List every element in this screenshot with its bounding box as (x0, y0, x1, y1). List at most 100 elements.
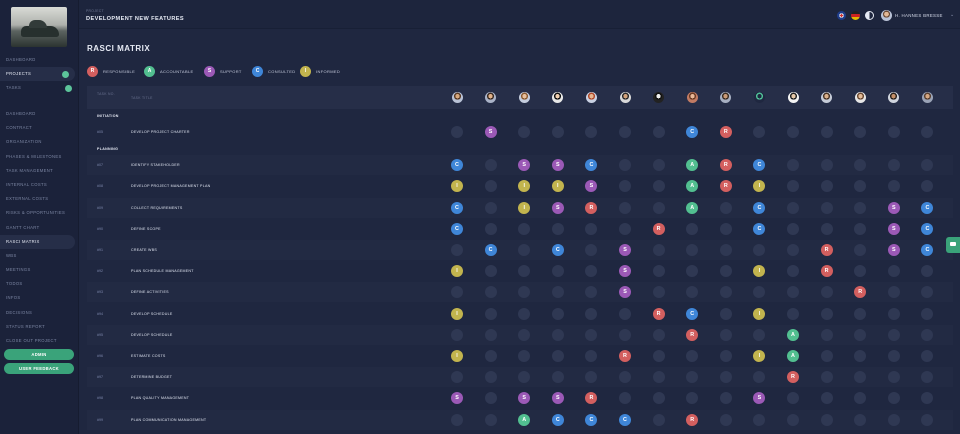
task-number-link[interactable]: #08 (97, 184, 103, 189)
rasci-cell[interactable]: R (719, 159, 732, 172)
rasci-cell[interactable] (921, 265, 934, 278)
user-name[interactable]: H. HANNES BRESSE (895, 13, 943, 18)
rasci-cell[interactable] (652, 413, 665, 426)
rasci-cell[interactable] (551, 328, 564, 341)
rasci-cell[interactable] (820, 126, 833, 138)
sidebar-item-rasci-matrix[interactable]: RASCI MATRIX (0, 234, 75, 249)
team-member-avatar[interactable] (585, 92, 597, 103)
rasci-cell[interactable] (652, 180, 665, 193)
rasci-cell[interactable] (518, 371, 531, 384)
rasci-cell[interactable]: C (753, 222, 766, 235)
rasci-cell[interactable]: R (854, 286, 867, 299)
rasci-cell[interactable]: S (551, 392, 564, 405)
rasci-cell[interactable] (619, 222, 631, 235)
rasci-cell[interactable] (652, 201, 665, 214)
team-member-avatar[interactable] (753, 92, 765, 103)
rasci-cell[interactable] (719, 328, 732, 341)
rasci-cell[interactable] (753, 244, 766, 256)
rasci-cell[interactable] (719, 413, 732, 426)
rasci-cell[interactable] (719, 286, 732, 299)
rasci-cell[interactable] (686, 286, 699, 299)
team-member-avatar[interactable] (552, 92, 564, 103)
rasci-cell[interactable] (787, 413, 799, 426)
rasci-cell[interactable] (854, 180, 867, 193)
rasci-cell[interactable] (787, 286, 799, 299)
rasci-cell[interactable]: A (686, 180, 699, 193)
rasci-cell[interactable]: S (518, 392, 531, 405)
chevron-down-icon[interactable]: ⌄ (950, 12, 955, 18)
rasci-cell[interactable] (551, 371, 564, 384)
sidebar-item-todos[interactable]: TODOS (0, 277, 78, 291)
task-number-link[interactable]: #93 (97, 290, 103, 295)
rasci-cell[interactable] (518, 350, 531, 362)
rasci-cell[interactable] (652, 392, 665, 405)
rasci-cell[interactable]: I (451, 307, 463, 320)
de-flag-icon[interactable] (851, 11, 860, 20)
rasci-cell[interactable] (854, 392, 867, 405)
rasci-cell[interactable]: C (921, 222, 934, 235)
team-member-avatar[interactable] (451, 92, 463, 103)
rasci-cell[interactable] (787, 392, 799, 405)
rasci-cell[interactable]: R (686, 413, 699, 426)
theme-toggle-icon[interactable] (865, 11, 874, 20)
rasci-cell[interactable] (854, 307, 867, 320)
rasci-cell[interactable] (652, 350, 665, 362)
rasci-cell[interactable] (887, 350, 900, 362)
team-member-avatar[interactable] (921, 92, 933, 103)
rasci-cell[interactable]: C (921, 244, 934, 256)
rasci-cell[interactable]: S (887, 201, 900, 214)
rasci-cell[interactable] (887, 126, 900, 138)
rasci-cell[interactable] (820, 350, 833, 362)
team-member-avatar[interactable] (888, 92, 900, 103)
rasci-cell[interactable] (921, 392, 934, 405)
rasci-cell[interactable] (484, 180, 497, 193)
rasci-cell[interactable] (652, 265, 665, 278)
rasci-cell[interactable]: S (619, 286, 631, 299)
rasci-cell[interactable]: R (686, 328, 699, 341)
sidebar-item-dashboard[interactable]: DASHBOARD (0, 107, 78, 121)
rasci-cell[interactable] (854, 265, 867, 278)
rasci-cell[interactable]: R (820, 244, 833, 256)
rasci-cell[interactable] (619, 180, 631, 193)
rasci-cell[interactable]: C (551, 244, 564, 256)
rasci-cell[interactable] (484, 222, 497, 235)
rasci-cell[interactable]: I (753, 180, 766, 193)
rasci-cell[interactable]: A (518, 413, 531, 426)
task-number-link[interactable]: #92 (97, 269, 103, 274)
rasci-cell[interactable] (820, 413, 833, 426)
rasci-cell[interactable] (787, 307, 799, 320)
rasci-cell[interactable]: R (652, 222, 665, 235)
sidebar-item-wbs[interactable]: WBS (0, 249, 78, 263)
rasci-cell[interactable] (686, 392, 699, 405)
rasci-cell[interactable] (518, 244, 531, 256)
rasci-cell[interactable]: R (820, 265, 833, 278)
rasci-cell[interactable]: C (551, 413, 564, 426)
rasci-cell[interactable] (652, 244, 665, 256)
rasci-cell[interactable] (887, 413, 900, 426)
rasci-cell[interactable] (921, 413, 934, 426)
rasci-cell[interactable] (551, 265, 564, 278)
rasci-cell[interactable] (787, 159, 799, 172)
rasci-cell[interactable]: C (753, 159, 766, 172)
user-feedback-button[interactable]: USER FEEDBACK (4, 363, 74, 374)
rasci-cell[interactable] (820, 286, 833, 299)
rasci-cell[interactable]: C (585, 159, 598, 172)
rasci-cell[interactable] (921, 286, 934, 299)
rasci-cell[interactable] (518, 265, 531, 278)
rasci-cell[interactable] (451, 286, 463, 299)
rasci-cell[interactable] (820, 201, 833, 214)
rasci-cell[interactable] (619, 392, 631, 405)
rasci-cell[interactable] (719, 201, 732, 214)
rasci-cell[interactable] (619, 126, 631, 138)
sidebar-item-internal-costs[interactable]: INTERNAL COSTS (0, 178, 78, 192)
team-member-avatar[interactable] (821, 92, 833, 103)
rasci-cell[interactable]: S (484, 126, 497, 138)
rasci-cell[interactable]: C (451, 201, 463, 214)
rasci-cell[interactable] (719, 244, 732, 256)
rasci-cell[interactable] (585, 222, 598, 235)
rasci-cell[interactable] (585, 286, 598, 299)
rasci-cell[interactable] (921, 371, 934, 384)
team-member-avatar[interactable] (518, 92, 530, 103)
rasci-cell[interactable] (787, 222, 799, 235)
rasci-cell[interactable] (753, 328, 766, 341)
